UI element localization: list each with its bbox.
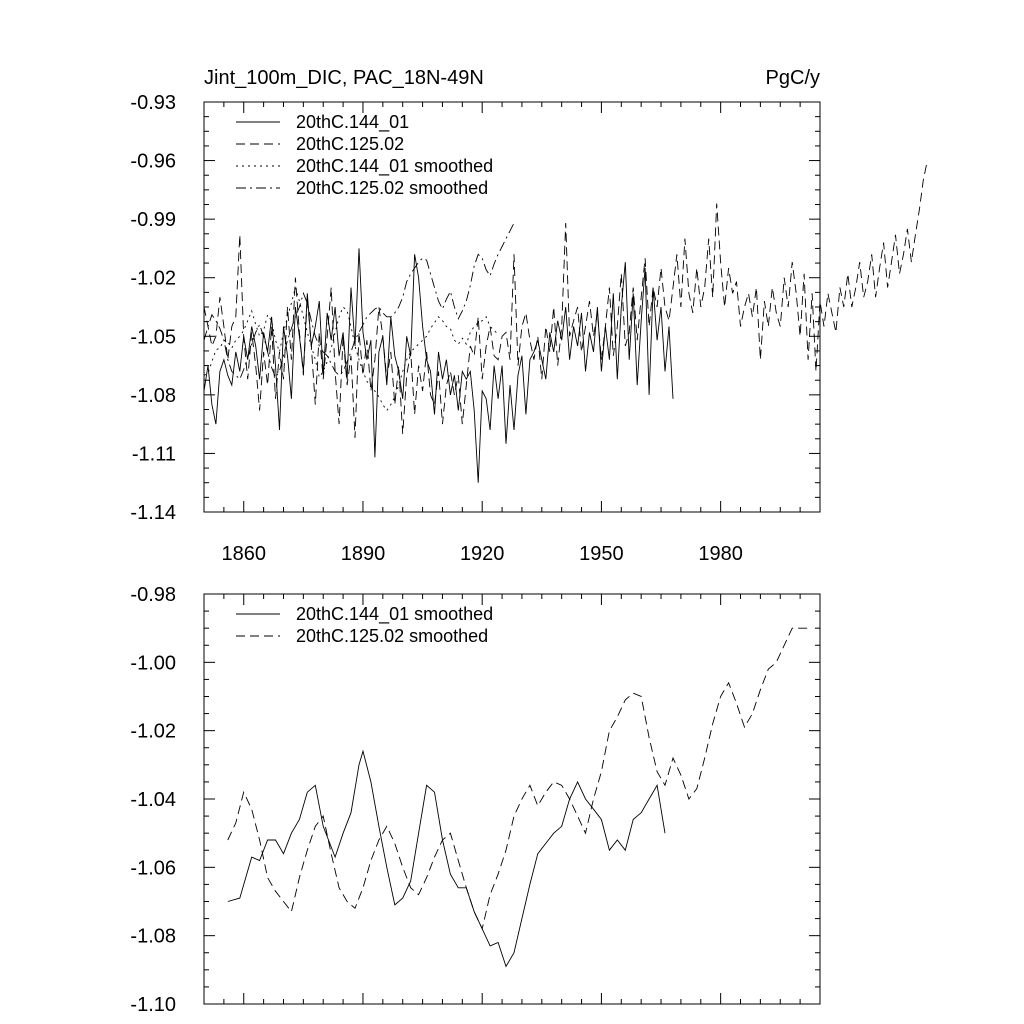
bottom-y-tick-label: -1.06 <box>130 857 176 879</box>
top-y-tick-label: -0.99 <box>130 209 176 231</box>
top-legend-label-3: 20thC.144_01 smoothed <box>296 156 493 177</box>
top-y-tick-label: -0.96 <box>130 151 176 173</box>
bottom-panel: -0.98 -1.00 -1.02 -1.04 -1.06 -1.08 -1.10 20th… <box>130 584 821 1016</box>
bottom-plot-frame <box>203 593 821 1005</box>
top-legend-label-2: 20thC.125.02 <box>296 134 404 154</box>
bottom-y-tick-label: -1.02 <box>130 721 176 743</box>
top-panel-units: PgC/y <box>766 67 820 89</box>
top-plot-frame <box>203 101 821 513</box>
bottom-legend-label-2: 20thC.125.02 smoothed <box>296 626 488 646</box>
top-y-tick-label: -1.08 <box>130 385 176 407</box>
top-x-tick-label: 1980 <box>698 543 743 565</box>
top-series-group <box>203 160 928 483</box>
top-legend-label-4: 20thC.125.02 smoothed <box>296 178 488 198</box>
bottom-y-tick-label: -0.98 <box>130 584 176 606</box>
bottom-y-tick-label: -1.00 <box>130 652 176 674</box>
top-y-tick-label: -0.93 <box>130 92 176 114</box>
top-y-tick-label: -1.05 <box>130 326 176 348</box>
bottom-legend-label-1: 20thC.144_01 smoothed <box>296 604 493 625</box>
bottom-series-line-2 <box>227 627 809 931</box>
bottom-axis-ticks: -0.98 -1.00 -1.02 -1.04 -1.06 -1.08 -1.10 <box>130 584 821 1016</box>
top-x-tick-label: 1890 <box>341 543 386 565</box>
top-legend-label-1: 20thC.144_01 <box>296 112 409 133</box>
top-series-line-1 <box>203 248 674 483</box>
top-series-line-4 <box>203 222 515 380</box>
top-series-line-2 <box>203 160 928 438</box>
top-panel: Jint_100m_DIC, PAC_18N-49N PgC/y -0.93-0… <box>130 67 928 565</box>
top-y-tick-label: -1.14 <box>130 502 176 524</box>
top-x-tick-label: 1860 <box>221 543 266 565</box>
top-x-tick-label: 1950 <box>579 543 624 565</box>
bottom-y-tick-label: -1.04 <box>130 789 176 811</box>
bottom-series-line-1 <box>227 749 666 968</box>
top-panel-title: Jint_100m_DIC, PAC_18N-49N <box>204 67 484 89</box>
bottom-y-tick-label: -1.10 <box>130 994 176 1016</box>
top-x-tick-label: 1920 <box>460 543 505 565</box>
bottom-y-tick-label: -1.08 <box>130 926 176 948</box>
top-y-tick-label: -1.02 <box>130 268 176 290</box>
bottom-series-group <box>227 627 809 968</box>
top-y-tick-label: -1.11 <box>132 443 176 465</box>
top-axis-ticks: -0.93 -0.96 -0.99 -1.02 -1.05 -1.08 -1.11 -1.14… <box>130 92 821 565</box>
